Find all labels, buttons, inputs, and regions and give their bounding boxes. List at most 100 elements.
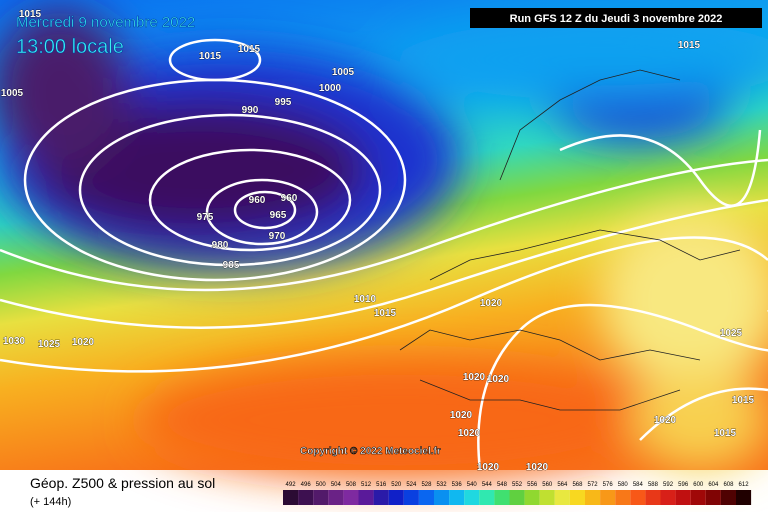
isobar-label: 1015	[732, 395, 755, 406]
isobar-label: 1025	[720, 328, 743, 339]
isobar-label: 1020	[450, 410, 473, 421]
isobar-label: 1015	[19, 9, 42, 20]
isobar-label: 990	[242, 105, 259, 116]
scale-swatch	[720, 490, 736, 505]
scale-label: 548	[497, 482, 508, 488]
scale-label: 612	[739, 482, 750, 488]
scale-label: 544	[482, 482, 493, 488]
scale-swatch	[569, 490, 585, 505]
scale-label: 588	[648, 482, 659, 488]
scale-swatch	[524, 490, 540, 505]
footer-lead: (+ 144h)	[30, 496, 71, 508]
scale-label: 492	[286, 482, 297, 488]
scale-swatch	[630, 490, 646, 505]
footer-title: Géop. Z500 & pression au sol	[30, 475, 215, 491]
scale-swatch	[388, 490, 404, 505]
scale-label: 564	[557, 482, 568, 488]
isobar-label: 1020	[72, 337, 95, 348]
scale-label: 604	[708, 482, 719, 488]
scale-swatch	[479, 490, 495, 505]
scale-swatch	[585, 490, 601, 505]
scale-swatch	[358, 490, 374, 505]
isobar-label: 1015	[374, 308, 397, 319]
scale-swatch	[494, 490, 510, 505]
scale-label: 600	[693, 482, 704, 488]
scale-swatch	[373, 490, 389, 505]
isobar-label: 960	[249, 195, 266, 206]
isobar-label: 1000	[319, 83, 342, 94]
scale-label: 552	[512, 482, 523, 488]
scale-swatch	[403, 490, 419, 505]
scale-swatch	[554, 490, 570, 505]
scale-label: 540	[467, 482, 478, 488]
isobar-label: 1020	[480, 298, 503, 309]
isobar-label: 1015	[678, 40, 701, 51]
scale-swatch	[434, 490, 450, 505]
scale-swatch	[600, 490, 616, 505]
copyright: Copyright © 2022 Meteociel.fr	[300, 446, 441, 457]
scale-label: 596	[678, 482, 689, 488]
scale-swatch	[539, 490, 555, 505]
scale-swatch	[298, 490, 314, 505]
scale-swatch	[690, 490, 706, 505]
isobar-label: 980	[212, 240, 229, 251]
scale-label: 592	[663, 482, 674, 488]
scale-label: 568	[572, 482, 583, 488]
scale-label: 572	[588, 482, 599, 488]
scale-label: 556	[527, 482, 538, 488]
isobar-label: 1020	[458, 428, 481, 439]
isobar-label: 1005	[332, 67, 355, 78]
scale-label: 504	[331, 482, 342, 488]
scale-label: 608	[723, 482, 734, 488]
scale-swatch	[675, 490, 691, 505]
run-box	[470, 8, 762, 28]
scale-label: 512	[361, 482, 372, 488]
isobar-label: 1020	[654, 415, 677, 426]
scale-swatch	[736, 490, 752, 505]
scale-swatch	[313, 490, 329, 505]
scale-swatch	[509, 490, 525, 505]
scale-label: 580	[618, 482, 629, 488]
isobar-label: 970	[269, 231, 286, 242]
isobar-label: 1025	[38, 339, 61, 350]
scale-label: 532	[437, 482, 448, 488]
scale-swatch	[615, 490, 631, 505]
isobar-label: 1015	[199, 51, 222, 62]
scale-swatch	[449, 490, 465, 505]
scale-swatch	[418, 490, 434, 505]
scale-swatch	[343, 490, 359, 505]
isobar-label: 1020	[477, 462, 500, 473]
scale-label: 516	[376, 482, 387, 488]
scale-swatch	[705, 490, 721, 505]
run-label: Run GFS 12 Z du Jeudi 3 novembre 2022	[510, 13, 723, 25]
scale-swatch	[645, 490, 661, 505]
scale-label: 528	[421, 482, 432, 488]
scale-label: 500	[316, 482, 327, 488]
isobar-label: 1015	[238, 44, 261, 55]
scale-swatch	[283, 490, 299, 505]
scale-swatch	[660, 490, 676, 505]
isobar-label: 1020	[526, 462, 549, 473]
date-label: Mercredi 9 novembre 2022	[16, 14, 195, 31]
isobar-label: 965	[270, 210, 287, 221]
time-label: 13:00 locale	[16, 36, 124, 58]
scale-label: 508	[346, 482, 357, 488]
scale-swatch	[328, 490, 344, 505]
isobar-label: 975	[197, 212, 214, 223]
scale-label: 536	[452, 482, 463, 488]
isobar-label: 1020	[463, 372, 486, 383]
isobar-label: 1015	[714, 428, 737, 439]
isobar-label: 985	[223, 260, 240, 271]
map-field	[0, 0, 768, 480]
scale-label: 524	[406, 482, 417, 488]
isobar-label: 960	[281, 193, 298, 204]
isobar-label: 1020	[487, 374, 510, 385]
isobar-label: 1005	[1, 88, 24, 99]
isobar-label: 1010	[354, 294, 377, 305]
scale-label: 520	[391, 482, 402, 488]
color-scale: 492 496 500 504 508 512 516 520 524 528 532 536 540 5…	[283, 482, 752, 505]
scale-label: 584	[633, 482, 644, 488]
scale-label: 496	[301, 482, 312, 488]
isobar-labels: 1015 1005 1015 1015 1005 1000 995 990 960 960 965 9…	[1, 9, 755, 474]
